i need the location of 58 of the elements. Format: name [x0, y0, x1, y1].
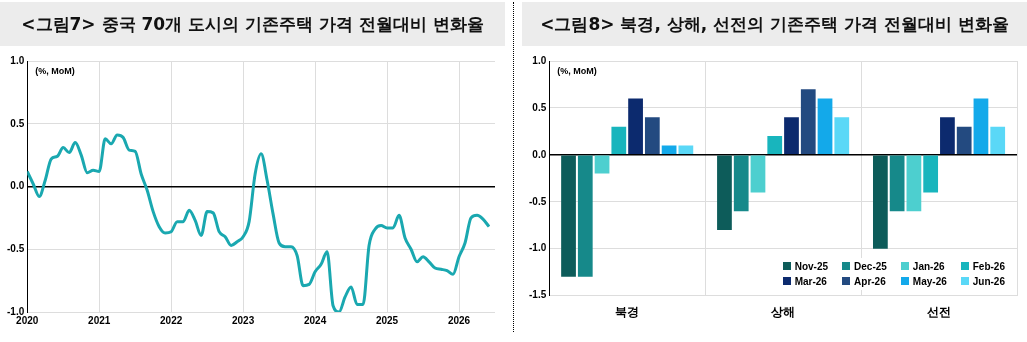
bar: [800, 89, 816, 155]
bar: [717, 155, 732, 230]
bar: [561, 155, 576, 277]
bar: [594, 155, 610, 174]
y-tick-label: -1.0: [529, 242, 547, 254]
bar: [873, 155, 888, 249]
bar: [956, 126, 972, 155]
x-tick-label: 북경: [615, 304, 640, 319]
annotation: (%, MoM): [557, 65, 597, 76]
bar: [767, 136, 783, 155]
x-tick-label: 2023: [232, 314, 255, 326]
x-tick-label: 상해: [770, 304, 796, 319]
bar: [817, 98, 833, 155]
bar: [834, 117, 850, 155]
x-tick-label: 2024: [303, 314, 327, 326]
bar: [750, 155, 766, 193]
x-tick-label: 2025: [375, 314, 399, 326]
bar: [611, 126, 627, 155]
y-tick-label: -1.5: [529, 289, 547, 301]
y-tick-label: 0.0: [10, 180, 25, 192]
legend-label: May-26: [912, 275, 947, 287]
y-tick-label: 1.0: [10, 54, 25, 66]
y-tick-label: 0.5: [10, 117, 25, 129]
bar: [733, 155, 749, 212]
bar: [973, 98, 989, 155]
y-tick-label: -0.5: [529, 195, 547, 207]
legend-label: Dec-25: [854, 260, 887, 272]
bar: [678, 145, 694, 155]
y-tick-label: -1.0: [7, 305, 25, 317]
bar: [784, 117, 799, 155]
bar: [889, 155, 905, 212]
y-tick-label: 0.0: [532, 148, 547, 160]
bar: [628, 98, 643, 155]
bar: [644, 117, 660, 155]
y-tick-label: 1.0: [532, 54, 547, 66]
legend-label: Nov-25: [794, 260, 829, 272]
legend-label: Jan-26: [912, 260, 945, 272]
x-tick-label: 2026: [447, 314, 471, 326]
legend-label: Mar-26: [794, 275, 827, 287]
legend-label: Jun-26: [972, 275, 1005, 287]
chart-title: <그림7> 중국 70개 도시의 기존주택 가격 전월대비 변화율: [0, 2, 505, 46]
bar: [940, 117, 955, 155]
annotation: (%, MoM): [35, 65, 75, 76]
x-tick-label: 선전: [927, 304, 952, 319]
bar: [661, 145, 677, 155]
x-tick-label: 2022: [160, 314, 183, 326]
legend-label: Feb-26: [972, 260, 1005, 272]
line-series: [27, 133, 491, 312]
bar: [906, 155, 922, 212]
x-tick-label: 2020: [16, 314, 39, 326]
bar: [923, 155, 939, 193]
y-tick-label: 0.5: [532, 101, 547, 113]
legend-label: Apr-26: [854, 275, 886, 287]
y-tick-label: -0.5: [7, 243, 25, 254]
chart-title: <그림8> 북경, 상해, 선전의 기존주택 가격 전월대비 변화율: [522, 2, 1027, 46]
bar: [577, 155, 593, 277]
bar: [990, 126, 1006, 155]
x-tick-label: 2021: [88, 314, 111, 326]
